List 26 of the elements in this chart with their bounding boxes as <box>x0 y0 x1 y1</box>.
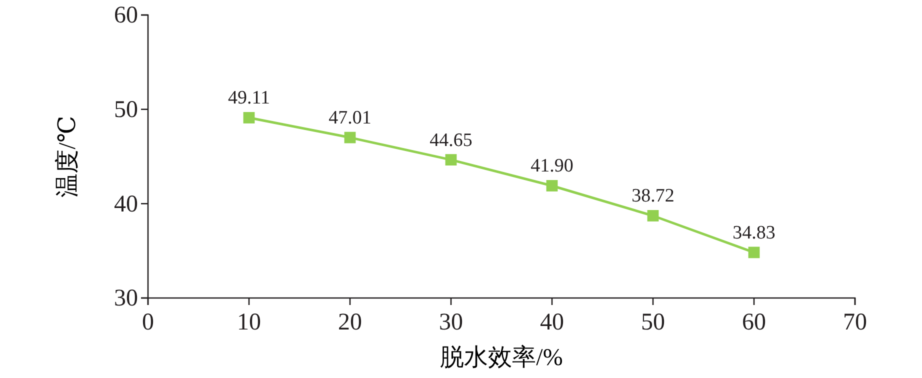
data-label: 41.90 <box>530 156 574 177</box>
point <box>546 180 558 192</box>
point <box>748 246 760 258</box>
x-tick-label: 60 <box>742 310 766 336</box>
data-label: 38.72 <box>632 186 674 207</box>
point <box>445 154 457 166</box>
x-tick-label: 10 <box>237 310 261 336</box>
x-tick-label: 50 <box>641 310 665 336</box>
x-tick-label: 20 <box>338 310 362 336</box>
x-axis-title: 脱水效率/% <box>440 344 563 371</box>
data-label: 44.65 <box>430 130 472 151</box>
y-tick-label: 60 <box>114 2 138 29</box>
y-tick-label: 30 <box>114 286 138 312</box>
data-label: 47.01 <box>328 108 372 129</box>
x-tick-label: 70 <box>843 310 867 336</box>
data-label: 34.83 <box>732 222 776 244</box>
y-tick-label: 40 <box>114 191 138 218</box>
data-label: 49.11 <box>228 88 270 109</box>
x-tick-label: 40 <box>540 310 564 336</box>
point <box>344 132 356 144</box>
x-tick-label: 30 <box>439 310 463 336</box>
point <box>647 210 659 222</box>
x-tick-label: 0 <box>142 310 154 336</box>
y-axis-title: 温度/℃ <box>54 116 81 198</box>
y-tick-label: 50 <box>114 97 138 124</box>
point <box>243 112 255 124</box>
